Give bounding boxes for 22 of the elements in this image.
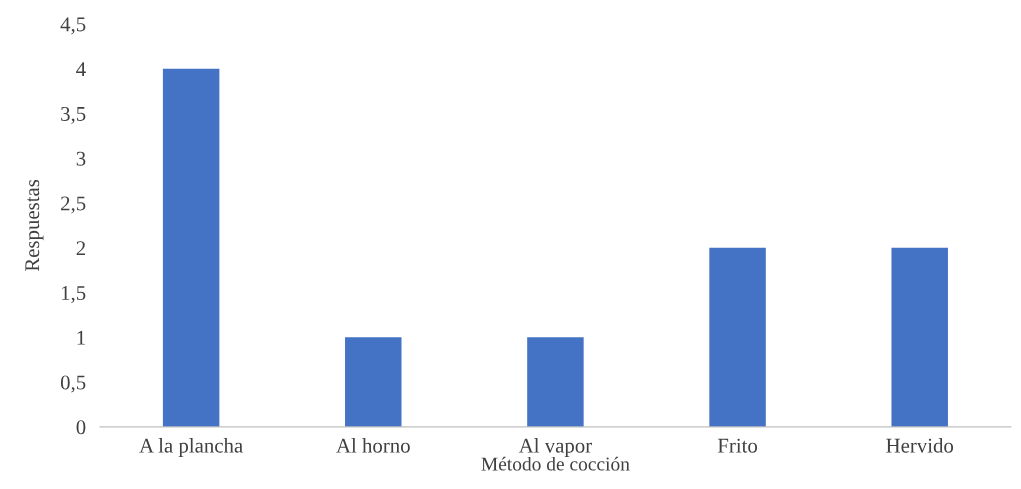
y-tick-label: 4 bbox=[76, 62, 86, 76]
y-tick-label: 1,5 bbox=[61, 286, 86, 304]
y-tick-label: 1 bbox=[77, 330, 85, 345]
bar bbox=[162, 68, 220, 427]
bar bbox=[891, 247, 948, 427]
y-tick-label: 0,5 bbox=[60, 375, 86, 393]
y-tick-label: 3 bbox=[76, 151, 86, 166]
bar bbox=[709, 247, 766, 427]
y-tick-label: 2,5 bbox=[61, 196, 86, 214]
y-axis-title: Respuestas bbox=[25, 179, 44, 272]
x-tick-label: Frito bbox=[717, 438, 758, 453]
bar bbox=[345, 337, 402, 427]
x-axis-title: Método de cocción bbox=[481, 456, 630, 471]
y-tick-label: 3,5 bbox=[61, 106, 86, 124]
x-tick-label: Hervido bbox=[886, 438, 954, 453]
y-tick-label: 0 bbox=[76, 420, 86, 435]
x-tick-label: Al vapor bbox=[518, 438, 592, 457]
bar bbox=[527, 337, 584, 427]
y-tick-label: 2 bbox=[76, 241, 86, 256]
x-tick-label: Al horno bbox=[336, 438, 410, 453]
y-tick-label: 4,5 bbox=[60, 17, 86, 35]
x-tick-label: A la plancha bbox=[139, 438, 243, 457]
